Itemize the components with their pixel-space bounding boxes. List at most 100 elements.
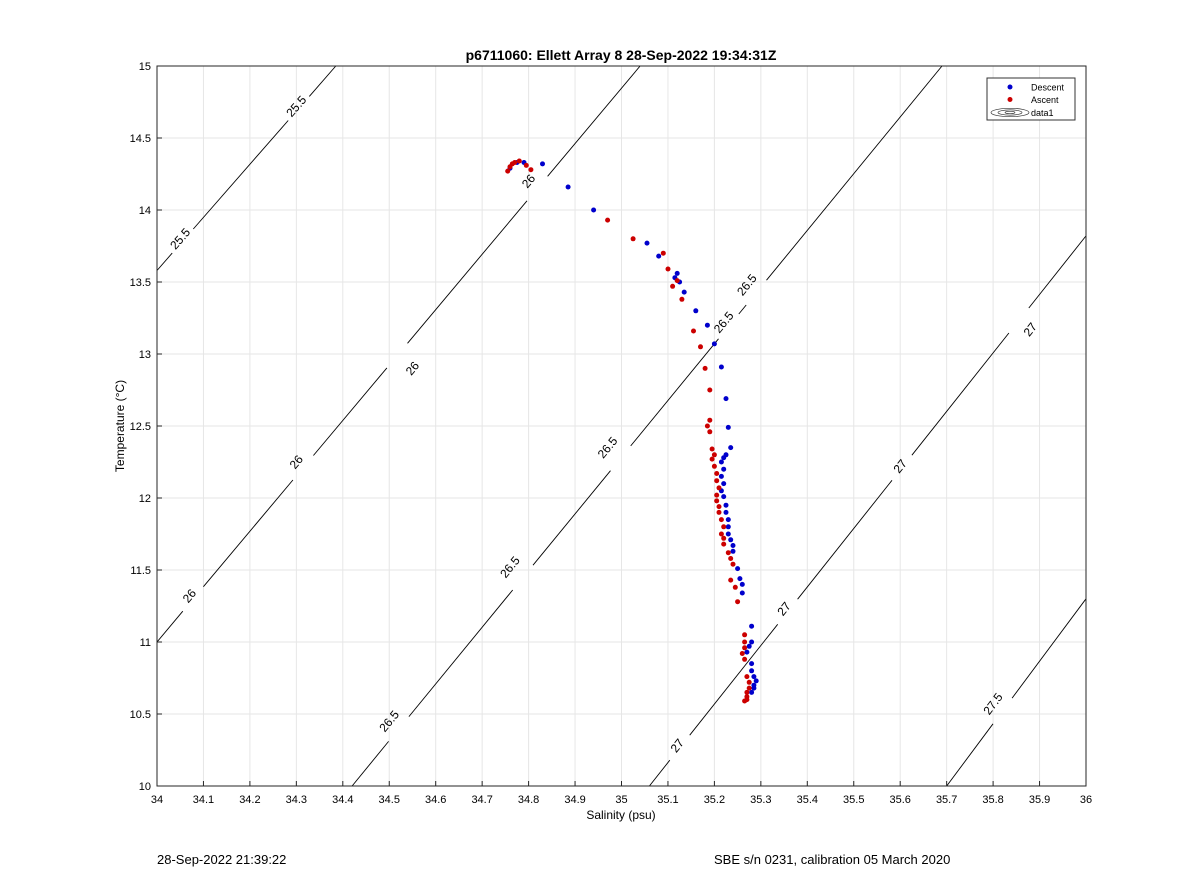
descent-point bbox=[739, 590, 745, 596]
y-axis-label: Temperature (°C) bbox=[113, 380, 127, 472]
isopycnal-line-26-5 bbox=[738, 304, 747, 315]
y-tick-label: 14.5 bbox=[130, 133, 151, 145]
ascent-point bbox=[660, 250, 666, 256]
legend-box bbox=[986, 77, 1076, 121]
descent-point bbox=[728, 537, 734, 543]
descent-point bbox=[723, 502, 729, 508]
y-tick-label: 11.5 bbox=[130, 565, 151, 577]
ascent-point bbox=[728, 556, 734, 561]
descent-point bbox=[723, 509, 729, 515]
ascent-point bbox=[735, 599, 741, 605]
descent-point bbox=[591, 207, 597, 213]
x-tick-label: 34.9 bbox=[564, 794, 585, 806]
ascent-point bbox=[714, 478, 720, 484]
x-tick-label: 35.5 bbox=[843, 794, 864, 806]
ascent-point bbox=[742, 632, 748, 638]
ascent-point bbox=[728, 577, 734, 583]
ascent-point bbox=[698, 344, 703, 350]
isopycnal-line-26 bbox=[547, 65, 641, 177]
isopycnal-line-27 bbox=[911, 332, 1010, 456]
ascent-point bbox=[630, 236, 636, 242]
legend-ascent-label: Ascent bbox=[1031, 95, 1059, 105]
ascent-point bbox=[721, 541, 727, 547]
isopycnal-line-25-5 bbox=[156, 252, 173, 271]
descent-point bbox=[656, 253, 662, 259]
ascent-point bbox=[505, 168, 511, 174]
x-tick-label: 35.9 bbox=[1029, 794, 1050, 806]
isopycnal-line-27-5 bbox=[1011, 598, 1087, 699]
legend-ascent-marker bbox=[1007, 97, 1013, 102]
descent-point bbox=[753, 678, 759, 684]
x-tick-label: 34.4 bbox=[332, 794, 353, 806]
descent-point bbox=[725, 517, 731, 523]
ascent-point bbox=[605, 217, 611, 223]
ascent-point bbox=[516, 158, 522, 164]
descent-point bbox=[730, 543, 736, 548]
descent-point bbox=[749, 668, 755, 674]
descent-point bbox=[565, 184, 571, 190]
ascent-point bbox=[691, 328, 696, 334]
ascent-point bbox=[742, 656, 748, 662]
grid bbox=[156, 65, 1087, 787]
ascent-point bbox=[746, 685, 752, 691]
descent-point bbox=[746, 643, 752, 649]
y-tick-label: 11 bbox=[140, 637, 151, 649]
x-tick-label: 34.8 bbox=[518, 794, 539, 806]
x-tick-label: 34.3 bbox=[286, 794, 307, 806]
x-tick-label: 35.8 bbox=[982, 794, 1003, 806]
isopycnal-line-26 bbox=[203, 479, 294, 587]
ascent-point bbox=[721, 535, 727, 541]
ascent-point bbox=[709, 456, 715, 462]
ascent-point bbox=[714, 492, 720, 498]
ascent-point bbox=[725, 550, 731, 556]
y-tick-label: 12.5 bbox=[130, 421, 151, 433]
ascent-point bbox=[730, 561, 736, 567]
legend-descent-marker bbox=[1007, 84, 1013, 90]
isopycnal-line-26 bbox=[407, 200, 528, 344]
descent-point bbox=[721, 481, 727, 487]
x-tick-label: 34.7 bbox=[471, 794, 492, 806]
legend-data1-label: data1 bbox=[1031, 108, 1054, 118]
descent-point bbox=[751, 674, 757, 680]
isopycnal-line-26 bbox=[156, 610, 184, 643]
ascent-point bbox=[704, 423, 710, 429]
descent-point bbox=[718, 364, 724, 370]
x-tick-label: 34 bbox=[151, 794, 163, 806]
descent-point bbox=[735, 566, 741, 572]
ascent-point bbox=[716, 485, 722, 491]
y-tick-label: 13 bbox=[139, 349, 151, 361]
x-tick-label: 35.4 bbox=[797, 794, 818, 806]
legend-descent-label: Descent bbox=[1031, 83, 1065, 93]
descent-point bbox=[723, 396, 729, 402]
descent-point bbox=[674, 270, 680, 276]
ascent-point bbox=[744, 689, 750, 695]
isopycnal-line-26-5 bbox=[532, 470, 611, 566]
axis-ticks: 34 34.1 34.2 34.3 34.4 34.5 34.6 34.7 34.8 34.9 35… bbox=[130, 61, 1093, 806]
y-tick-label: 10.5 bbox=[130, 709, 151, 721]
descent-point bbox=[751, 685, 757, 691]
x-tick-label: 34.1 bbox=[193, 794, 214, 806]
ascent-point bbox=[674, 278, 680, 284]
descent-point bbox=[540, 161, 545, 167]
descent-point bbox=[749, 639, 755, 645]
ascent-point bbox=[742, 698, 748, 704]
ascent-point bbox=[716, 509, 722, 515]
descent-point bbox=[721, 466, 727, 472]
footer-calibration: SBE s/n 0231, calibration 05 March 2020 bbox=[714, 852, 951, 867]
ascent-point bbox=[707, 429, 713, 435]
ascent-point bbox=[711, 452, 717, 458]
ascent-point bbox=[528, 167, 534, 173]
ascent-point bbox=[739, 651, 745, 656]
isopycnal-line-27-5 bbox=[946, 723, 994, 787]
y-tick-label: 10 bbox=[139, 781, 151, 793]
isopycnal-line-25-5 bbox=[192, 120, 289, 230]
isopycnal-line-26-5 bbox=[408, 589, 514, 717]
descent-point bbox=[749, 623, 755, 629]
x-tick-label: 34.5 bbox=[379, 794, 400, 806]
descent-point bbox=[711, 341, 717, 347]
ascent-point bbox=[702, 365, 708, 371]
ascent-point bbox=[670, 283, 676, 289]
y-tick-label: 13.5 bbox=[130, 277, 151, 289]
ascent-point bbox=[714, 471, 720, 476]
